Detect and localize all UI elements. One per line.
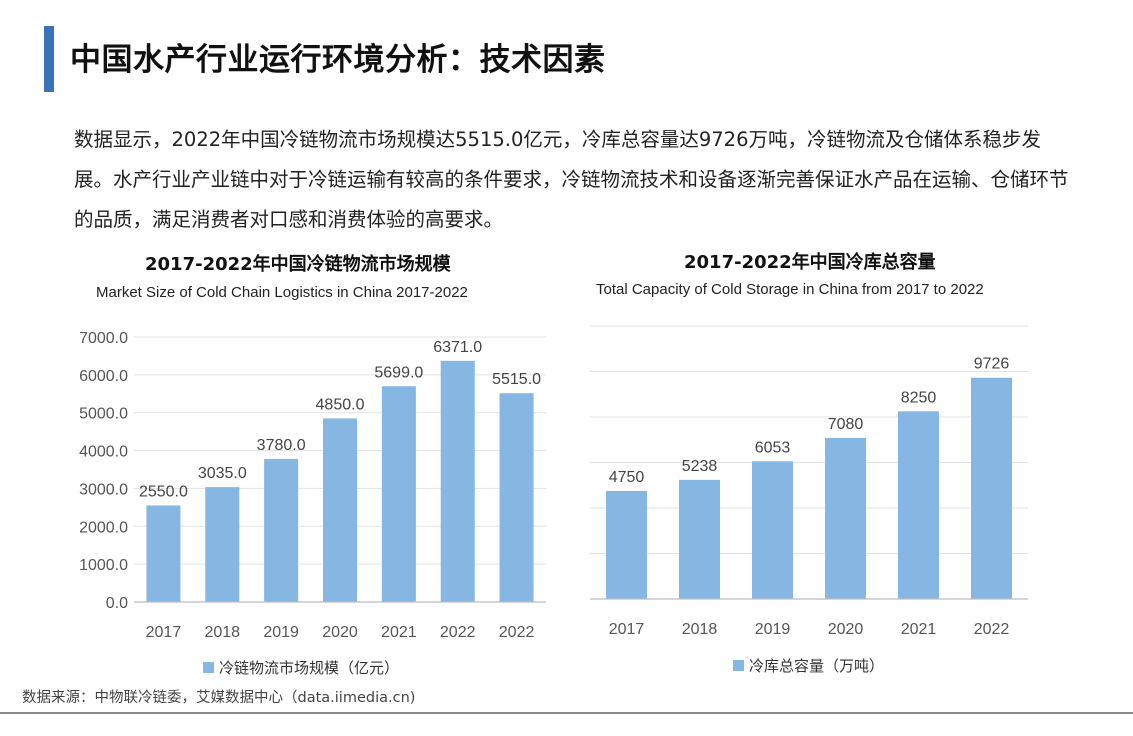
bar (323, 418, 357, 602)
x-tick-label: 2021 (901, 621, 937, 638)
y-tick-label: 1000.0 (79, 557, 128, 574)
y-tick-label: 2000.0 (79, 519, 128, 536)
chart1-legend-label: 冷链物流市场规模（亿元） (219, 659, 400, 677)
bar (146, 505, 181, 602)
data-label: 5238 (682, 458, 718, 475)
bar (825, 437, 866, 599)
bar (679, 479, 720, 599)
bar (606, 490, 647, 599)
chart1-legend-swatch (203, 662, 214, 673)
data-source-note: 数据来源：中物联冷链委，艾媒数据中心（data.iimedia.cn) (22, 690, 416, 706)
x-tick-label: 2022 (499, 624, 535, 641)
x-tick-label: 2020 (322, 624, 358, 641)
data-label: 6053 (755, 439, 791, 456)
data-label: 4850.0 (316, 396, 365, 413)
x-tick-label: 2020 (828, 621, 864, 638)
bar (264, 458, 299, 602)
chart2-legend-swatch (733, 660, 744, 671)
data-label: 8250 (901, 389, 937, 406)
y-tick-label: 7000.0 (79, 330, 128, 347)
title-accent-bar (44, 26, 54, 92)
x-tick-label: 2017 (146, 624, 182, 641)
y-tick-label: 3000.0 (79, 481, 128, 498)
data-label: 5699.0 (374, 364, 423, 381)
chart1-legend: 冷链物流市场规模（亿元） (203, 657, 399, 678)
bottom-divider (0, 712, 1133, 714)
chart2-legend-label: 冷库总容量（万吨） (749, 657, 885, 675)
bar (499, 393, 534, 602)
bar (381, 386, 416, 602)
data-label: 7080 (828, 416, 864, 433)
chart2-subtitle: Total Capacity of Cold Storage in China … (596, 281, 984, 298)
x-tick-label: 2022 (440, 624, 476, 641)
x-tick-label: 2022 (974, 621, 1010, 638)
x-tick-label: 2019 (263, 624, 299, 641)
x-tick-label: 2018 (682, 621, 718, 638)
page-title: 中国水产行业运行环境分析：技术因素 (70, 42, 606, 78)
intro-paragraph: 数据显示，2022年中国冷链物流市场规模达5515.0亿元，冷库总容量达9726… (74, 128, 1069, 231)
y-tick-label: 0.0 (106, 595, 128, 612)
y-tick-label: 5000.0 (79, 406, 128, 423)
data-label: 3035.0 (198, 465, 247, 482)
x-tick-label: 2017 (609, 621, 645, 638)
bar (971, 377, 1012, 599)
data-label: 3780.0 (257, 437, 306, 454)
bar (440, 360, 475, 602)
y-tick-label: 6000.0 (79, 368, 128, 385)
data-label: 2550.0 (139, 483, 188, 500)
bar (898, 411, 939, 599)
x-tick-label: 2019 (755, 621, 791, 638)
chart2-legend: 冷库总容量（万吨） (733, 655, 884, 676)
x-tick-label: 2018 (204, 624, 240, 641)
x-tick-label: 2021 (381, 624, 417, 641)
chart1-title: 2017-2022年中国冷链物流市场规模 (145, 254, 451, 275)
y-tick-label: 4000.0 (79, 444, 128, 461)
data-label: 9726 (974, 356, 1010, 373)
data-label: 6371.0 (433, 339, 482, 356)
chart1-subtitle: Market Size of Cold Chain Logistics in C… (96, 284, 468, 301)
chart2-title: 2017-2022年中国冷库总容量 (684, 252, 936, 273)
data-label: 4750 (609, 469, 645, 486)
bar (752, 461, 793, 599)
data-label: 5515.0 (492, 371, 541, 388)
bar (205, 487, 240, 602)
